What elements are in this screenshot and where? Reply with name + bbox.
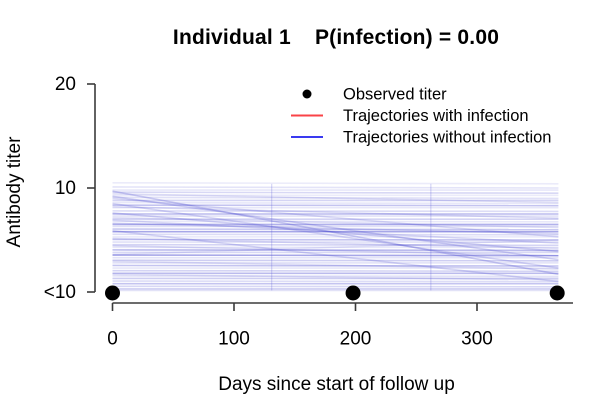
trajectories-without-infection [112,182,559,292]
observed-titer-point [105,285,120,301]
legend-point-marker [302,89,312,99]
trajectory-knot-lines [271,183,432,291]
x-tick-label: 0 [107,329,118,350]
x-tick-label: 100 [218,329,250,350]
legend-label: Observed titer [343,86,447,104]
observed-titer-point [549,285,565,301]
legend-label: Trajectories with infection [343,107,529,125]
observed-titer-point [345,285,361,301]
y-axis-label: Antibody titer [4,136,25,248]
y-tick-label: <10 [44,282,76,303]
y-tick-label: 20 [55,74,76,95]
y-tick-label: 10 [55,178,76,199]
legend-label: Trajectories without infection [343,129,551,147]
x-tick-label: 300 [461,329,493,350]
observed-points [105,285,565,301]
x-axis: 0 100 200 300 [107,302,573,350]
x-tick-label: 200 [340,329,372,350]
x-axis-label: Days since start of follow up [218,374,455,395]
legend: Observed titer Trajectories with infectio… [291,86,551,147]
chart-title: Individual 1 P(infection) = 0.00 [172,26,500,49]
y-axis: <10 10 20 [44,74,96,303]
